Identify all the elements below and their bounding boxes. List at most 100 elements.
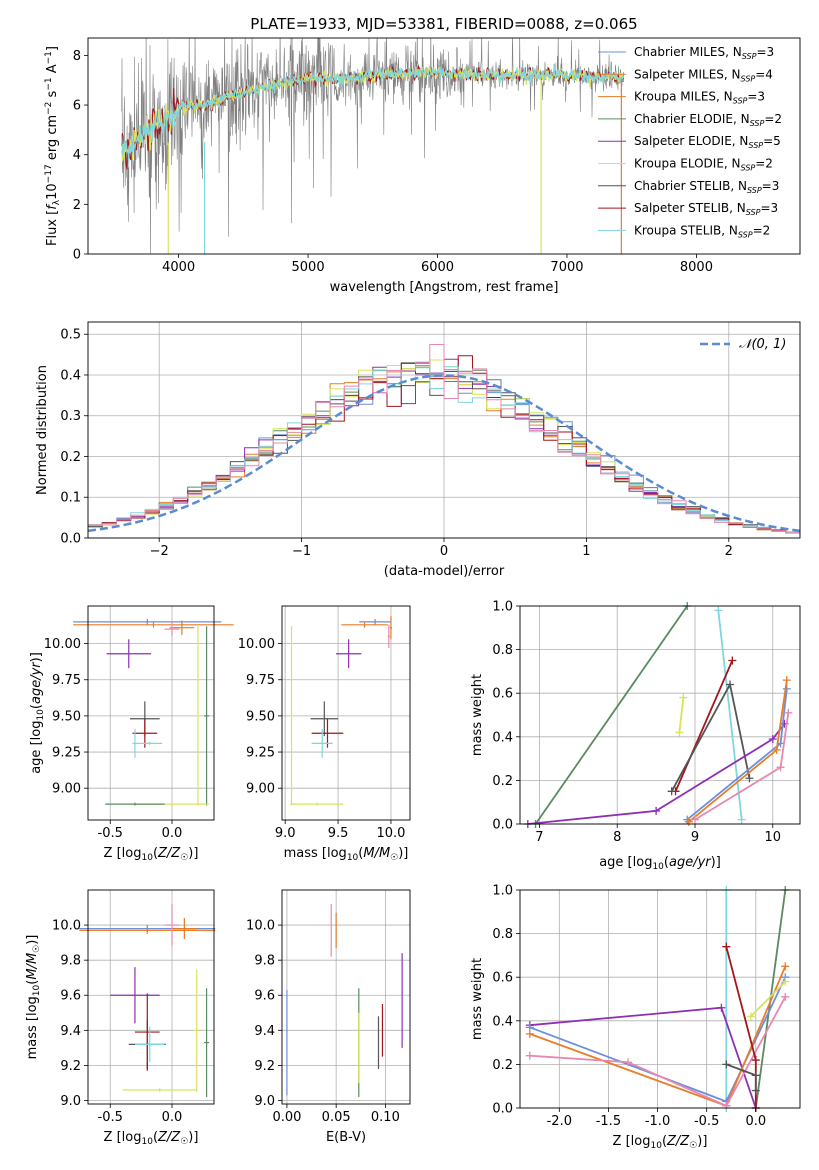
x-tick-label: 9.0 bbox=[275, 826, 296, 841]
label-part: age/yr bbox=[669, 855, 712, 870]
label-part: )] bbox=[25, 935, 40, 945]
y-tick-label: 0 bbox=[73, 248, 81, 263]
x-tick-label: 2 bbox=[725, 544, 733, 559]
y-axis-label: Flux [fλ10−17 erg cm−2 s−1 A−1] bbox=[44, 46, 62, 246]
x-axis-label: mass [log10(M/M☉)] bbox=[284, 846, 409, 863]
y-tick-label: 0.3 bbox=[60, 409, 81, 424]
label-part: s bbox=[45, 90, 60, 101]
legend-tail: =3 bbox=[762, 179, 780, 193]
x-tick-label: 9 bbox=[691, 830, 699, 845]
label-part: Z [log bbox=[104, 846, 142, 861]
y-tick-label: 9.2 bbox=[60, 1059, 81, 1074]
label-part: −1 bbox=[44, 51, 54, 64]
label-part: ☉ bbox=[390, 853, 398, 863]
x-tick-label: 8 bbox=[613, 830, 621, 845]
label-part: 10 bbox=[650, 1141, 662, 1151]
y-axis-label: mass [log10(M/M☉)] bbox=[25, 935, 42, 1060]
weight-point-marker bbox=[751, 1071, 760, 1080]
x-tick-label: 8000 bbox=[680, 260, 713, 275]
label-part: Z/Z bbox=[666, 1134, 690, 1149]
legend-tail: =2 bbox=[764, 112, 782, 126]
x-tick-label: 7000 bbox=[550, 260, 583, 275]
label-part: ☉ bbox=[32, 945, 42, 953]
label-part: ☉ bbox=[180, 853, 188, 863]
x-tick-label: -1.0 bbox=[645, 1114, 670, 1129]
weight-point-marker bbox=[714, 606, 723, 615]
y-tick-label: 9.25 bbox=[246, 746, 275, 761]
weight-point-marker bbox=[667, 787, 676, 796]
y-tick-label: 0.1 bbox=[60, 491, 81, 506]
x-tick-label: -1.5 bbox=[596, 1114, 621, 1129]
label-part: )] bbox=[711, 855, 721, 870]
label-part: ☉ bbox=[180, 1137, 188, 1147]
label-part: ( bbox=[664, 855, 669, 870]
legend-label: Chabrier STELIB, N bbox=[634, 179, 747, 193]
y-tick-label: 0.4 bbox=[492, 1014, 513, 1029]
y-tick-label: 0.8 bbox=[492, 643, 513, 658]
label-part: ( bbox=[662, 1134, 667, 1149]
y-axis-label: age [log10(age/yr)] bbox=[29, 652, 46, 774]
label-part: A bbox=[45, 64, 60, 77]
x-axis-label: age [log10(age/yr)] bbox=[599, 855, 721, 872]
y-tick-label: 9.75 bbox=[52, 673, 81, 688]
spectrum-panel: 4000 5000 6000 7000 8000 0 2 4 6 8 wavelength [Ang… bbox=[44, 37, 801, 295]
spectrum-lines bbox=[121, 38, 625, 254]
label-part: )] bbox=[697, 1134, 707, 1149]
y-axis-label: mass weight bbox=[470, 958, 485, 1040]
x-axis-label: (data-model)/error bbox=[384, 564, 505, 579]
mass-age-panel: 9.0 9.5 10.0 9.00 9.25 9.50 9.75 10.00 mass [log… bbox=[238, 605, 411, 863]
y-tick-label: 9.50 bbox=[246, 709, 275, 724]
label-part: age/yr bbox=[29, 661, 44, 704]
legend-label: Chabrier MILES, N bbox=[634, 45, 742, 59]
y-tick-label: 10.00 bbox=[44, 637, 81, 652]
x-tick-label: −2 bbox=[150, 544, 169, 559]
label-part: 10 bbox=[347, 853, 359, 863]
weight-point-marker bbox=[781, 992, 790, 1001]
weight-point-marker bbox=[781, 977, 790, 986]
axes-frame bbox=[87, 889, 215, 1105]
x-tick-label: 0.05 bbox=[322, 1110, 351, 1125]
data-spectrum bbox=[121, 38, 625, 254]
legend-sub: SSP bbox=[741, 164, 756, 173]
label-part: 10 bbox=[141, 853, 153, 863]
histogram-step bbox=[88, 344, 800, 535]
label-part: mass [log bbox=[25, 996, 40, 1059]
legend-sub: SSP bbox=[747, 186, 762, 195]
x-tick-label: 1 bbox=[582, 544, 590, 559]
label-part: )] bbox=[29, 652, 44, 662]
figure-title: PLATE=1933, MJD=53381, FIBERID=0088, z=0… bbox=[250, 15, 637, 33]
weight-point-marker bbox=[722, 1060, 731, 1069]
label-part: λ bbox=[52, 199, 62, 205]
label-part: )] bbox=[188, 1130, 198, 1145]
y-tick-label: 0.0 bbox=[60, 532, 81, 547]
metallicity-weight-panel: -2.0 -1.5 -1.0 -0.5 0.0 0.0 0.2 0.4 0.6 0.8 1.0 mas… bbox=[470, 884, 801, 1151]
legend-label: Salpeter ELODIE, N bbox=[634, 134, 748, 148]
y-tick-label: 0.2 bbox=[60, 450, 81, 465]
label-part: M/M bbox=[363, 846, 390, 861]
weight-point-marker bbox=[728, 656, 737, 665]
label-part: −17 bbox=[44, 164, 54, 183]
y-axis-label: Normed distribution bbox=[35, 365, 50, 495]
x-tick-label: 0 bbox=[440, 544, 448, 559]
label-part: age [log bbox=[599, 855, 652, 870]
weight-point-marker bbox=[781, 962, 790, 971]
legend-label: Kroupa MILES, N bbox=[634, 90, 733, 104]
label-part: ( bbox=[358, 846, 363, 861]
weight-point-marker bbox=[746, 1012, 755, 1021]
weight-point-marker bbox=[751, 1086, 760, 1095]
y-tick-label: 1.0 bbox=[492, 600, 513, 615]
legend-tail: =3 bbox=[756, 45, 774, 59]
y-tick-label: 10.0 bbox=[246, 919, 275, 934]
y-tick-label: 1.0 bbox=[492, 884, 513, 899]
label-part: Z/Z bbox=[157, 846, 181, 861]
legend-entry: Salpeter ELODIE, NSSP=5 bbox=[634, 134, 781, 150]
weight-point-marker bbox=[745, 774, 754, 783]
weight-point-marker bbox=[679, 693, 688, 702]
y-tick-label: 0.0 bbox=[492, 1102, 513, 1117]
legend-entry: Chabrier ELODIE, NSSP=2 bbox=[634, 112, 782, 128]
axes-frame bbox=[519, 605, 801, 825]
model-spectrum bbox=[121, 64, 624, 162]
y-tick-label: 9.0 bbox=[60, 1094, 81, 1109]
y-tick-label: 9.50 bbox=[52, 709, 81, 724]
